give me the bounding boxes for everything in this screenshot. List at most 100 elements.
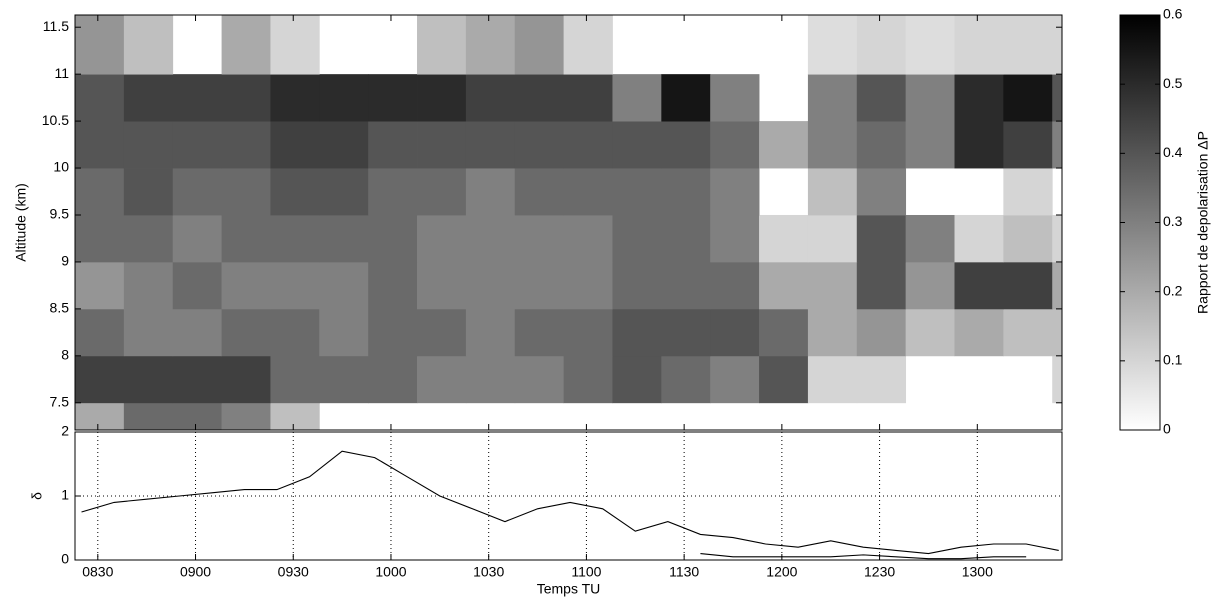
- heat-cell: [123, 15, 174, 75]
- heat-cell: [856, 308, 907, 357]
- heat-cell: [270, 308, 320, 357]
- heat-cell: [514, 74, 565, 122]
- heat-cell: [807, 214, 858, 263]
- heat-cell: [123, 355, 174, 404]
- heat-cell: [221, 214, 271, 263]
- heat-cell: [661, 308, 711, 357]
- heat-cell: [75, 15, 125, 75]
- heat-cell: [563, 308, 613, 357]
- heat-cell: [270, 15, 320, 75]
- heat-cell: [612, 355, 662, 404]
- heat-cell: [123, 261, 174, 310]
- heat-cell: [319, 261, 369, 310]
- heat-cell: [417, 214, 467, 263]
- heat-cell: [417, 168, 467, 216]
- x-tick-label: 1230: [864, 564, 895, 580]
- heat-cell: [807, 261, 858, 310]
- heat-cell: [856, 121, 907, 169]
- heat-cell: [319, 355, 369, 404]
- heat-cell: [221, 261, 271, 310]
- heat-cell: [1052, 15, 1063, 75]
- data-line: [81, 450, 1059, 555]
- heat-cell: [123, 308, 174, 357]
- heat-cell: [710, 74, 760, 122]
- heat-cell: [221, 355, 271, 404]
- heat-cell: [514, 121, 565, 169]
- heat-cell: [710, 355, 760, 404]
- y-tick-label: 8: [61, 347, 69, 363]
- heat-cell: [612, 121, 662, 169]
- heat-cell: [465, 214, 516, 263]
- heat-cell: [1003, 74, 1053, 122]
- heat-cell: [1052, 74, 1063, 122]
- heat-cell: [172, 308, 222, 357]
- heat-cell: [1052, 121, 1063, 169]
- y-tick-label: 0: [61, 551, 69, 567]
- heat-cell: [417, 15, 467, 75]
- heat-cell: [710, 214, 760, 263]
- heat-cell: [465, 121, 516, 169]
- heat-cell: [661, 214, 711, 263]
- colorbar: [1119, 14, 1161, 431]
- heat-cell: [368, 121, 418, 169]
- x-tick-label: 0830: [82, 564, 113, 580]
- x-tick-label: 1000: [375, 564, 406, 580]
- heat-cell: [221, 168, 271, 216]
- heat-cell: [759, 355, 809, 404]
- heat-cell: [221, 308, 271, 357]
- colorbar-tick-label: 0.6: [1163, 6, 1183, 22]
- heat-cell: [759, 214, 809, 263]
- heat-cell: [368, 168, 418, 216]
- heat-cell: [563, 15, 613, 75]
- heat-cell: [270, 261, 320, 310]
- heat-cell: [612, 214, 662, 263]
- heat-cell: [905, 261, 955, 310]
- heat-cell: [319, 214, 369, 263]
- heat-cell: [807, 355, 858, 404]
- heat-cell: [1052, 355, 1063, 404]
- heat-cell: [563, 121, 613, 169]
- y-tick-label: 10: [53, 159, 69, 175]
- heat-cell: [172, 121, 222, 169]
- heat-cell: [1003, 214, 1053, 263]
- heat-cell: [856, 261, 907, 310]
- x-tick-label: 0900: [180, 564, 211, 580]
- heat-cell: [319, 168, 369, 216]
- heat-cell: [319, 74, 369, 122]
- heat-cell: [319, 121, 369, 169]
- heat-cell: [612, 261, 662, 310]
- y-tick-label: 8.5: [50, 300, 70, 316]
- plot-frame: [74, 14, 1063, 431]
- y-tick-label: 9: [61, 253, 69, 269]
- x-axis-label: Temps TU: [537, 581, 601, 597]
- heat-cell: [465, 74, 516, 122]
- heat-cell: [368, 261, 418, 310]
- y-tick-label: 7.5: [50, 393, 70, 409]
- heat-cell: [954, 261, 1004, 310]
- heat-cell: [612, 308, 662, 357]
- heat-cell: [563, 261, 613, 310]
- heat-cell: [75, 74, 125, 122]
- heat-cell: [75, 214, 125, 263]
- heat-cell: [123, 168, 174, 216]
- heat-cell: [514, 168, 565, 216]
- heat-cell: [954, 121, 1004, 169]
- data-line: [700, 553, 1027, 560]
- heat-cell: [612, 168, 662, 216]
- heat-cell: [75, 168, 125, 216]
- heat-cell: [661, 121, 711, 169]
- heat-cell: [563, 214, 613, 263]
- y-tick-label: 10.5: [42, 112, 69, 128]
- heat-cell: [661, 74, 711, 122]
- heat-cell: [75, 261, 125, 310]
- heat-cell: [270, 121, 320, 169]
- heat-cell: [661, 168, 711, 216]
- y-axis-label: Altitude (km): [13, 183, 29, 262]
- heat-cell: [807, 15, 858, 75]
- heat-cell: [856, 168, 907, 216]
- heat-cell: [807, 121, 858, 169]
- heat-cell: [172, 74, 222, 122]
- x-tick-label: 1200: [766, 564, 797, 580]
- heat-cell: [1003, 15, 1053, 75]
